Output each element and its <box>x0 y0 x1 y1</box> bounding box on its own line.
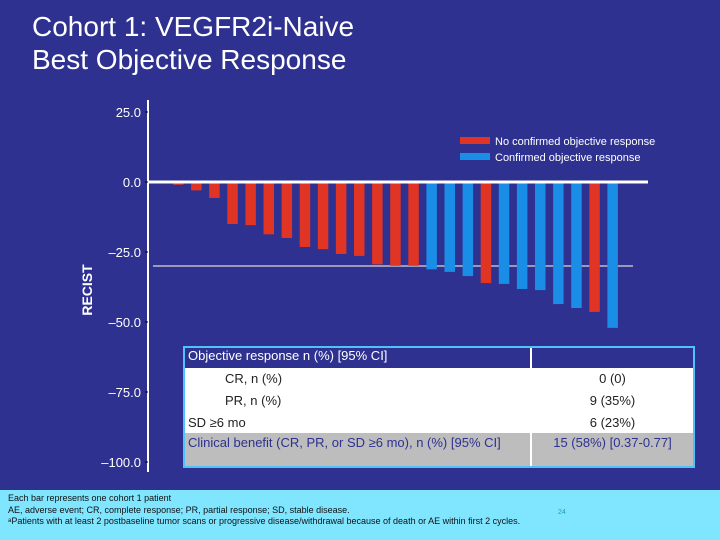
row-value: 0 (0) <box>530 368 693 390</box>
row-label: PR, n (%) <box>225 393 282 408</box>
page-number: 24 <box>558 509 566 516</box>
header-label: Objective response n (%) [95% CI] <box>188 348 388 363</box>
bar <box>354 182 365 256</box>
bar <box>317 182 329 250</box>
bar <box>263 182 274 235</box>
bar <box>444 182 455 272</box>
bar <box>299 182 311 247</box>
legend-label: Confirmed objective response <box>495 152 641 164</box>
bar <box>571 182 582 308</box>
row-value: 6 (23%) <box>530 412 693 433</box>
bar <box>553 182 564 305</box>
bar <box>589 182 600 312</box>
bar <box>390 182 401 266</box>
row-label: SD ≥6 mo <box>188 415 246 430</box>
slide-title: Cohort 1: VEGFR2i-Naive Best Objective R… <box>32 10 354 76</box>
bar <box>535 182 546 291</box>
row-label: CR, n (%) <box>225 371 283 386</box>
table-row: Clinical benefit (CR, PR, or SD ≥6 mo), … <box>185 433 693 466</box>
legend-swatch <box>460 137 490 144</box>
bar <box>480 182 492 284</box>
bar <box>191 182 202 191</box>
y-tick-label: –50.0 <box>108 315 141 330</box>
y-tick-label: 0.0 <box>123 175 141 190</box>
response-table: Objective response n (%) [95% CI] CR, n … <box>183 346 695 468</box>
legend-swatch <box>460 153 490 160</box>
bar <box>372 182 383 265</box>
y-tick-label: –25.0 <box>108 245 141 260</box>
footnotes: Each bar represents one cohort 1 patient… <box>0 490 720 540</box>
table-row: CR, n (%) 0 (0) <box>185 368 693 390</box>
legend-label: No confirmed objective response <box>495 136 655 148</box>
footnote: AE, adverse event; CR, complete response… <box>8 504 350 515</box>
row-label: Clinical benefit (CR, PR, or SD ≥6 mo), … <box>188 435 501 450</box>
row-value: 15 (58%) [0.37-0.77] <box>530 433 693 466</box>
y-tick-label: 25.0 <box>116 105 141 120</box>
title-line-2: Best Objective Response <box>32 44 347 75</box>
table-header: Objective response n (%) [95% CI] <box>185 348 693 368</box>
bar <box>335 182 347 254</box>
y-tick-label: –100.0 <box>101 455 141 470</box>
bar <box>426 182 437 270</box>
title-line-1: Cohort 1: VEGFR2i-Naive <box>32 11 355 42</box>
table-row: PR, n (%) 9 (35%) <box>185 390 693 412</box>
footnote: Each bar represents one cohort 1 patient <box>8 493 172 503</box>
bar <box>516 182 528 289</box>
y-axis-label: RECIST <box>79 264 95 316</box>
bar <box>408 182 419 266</box>
row-value: 9 (35%) <box>530 390 693 412</box>
bar <box>245 182 256 226</box>
y-tick-label: –75.0 <box>108 385 141 400</box>
bar <box>607 182 618 328</box>
waterfall-chart: 25.0 0.0 –25.0 –50.0 –75.0 –100.0 RECIST No con… <box>79 100 655 472</box>
bar <box>281 182 293 238</box>
footnote: ᵃPatients with at least 2 postbaseline t… <box>8 516 521 526</box>
bar <box>227 182 238 224</box>
table-row: SD ≥6 mo 6 (23%) <box>185 412 693 433</box>
bar <box>498 182 510 284</box>
bar <box>209 182 220 198</box>
bar <box>462 182 474 277</box>
